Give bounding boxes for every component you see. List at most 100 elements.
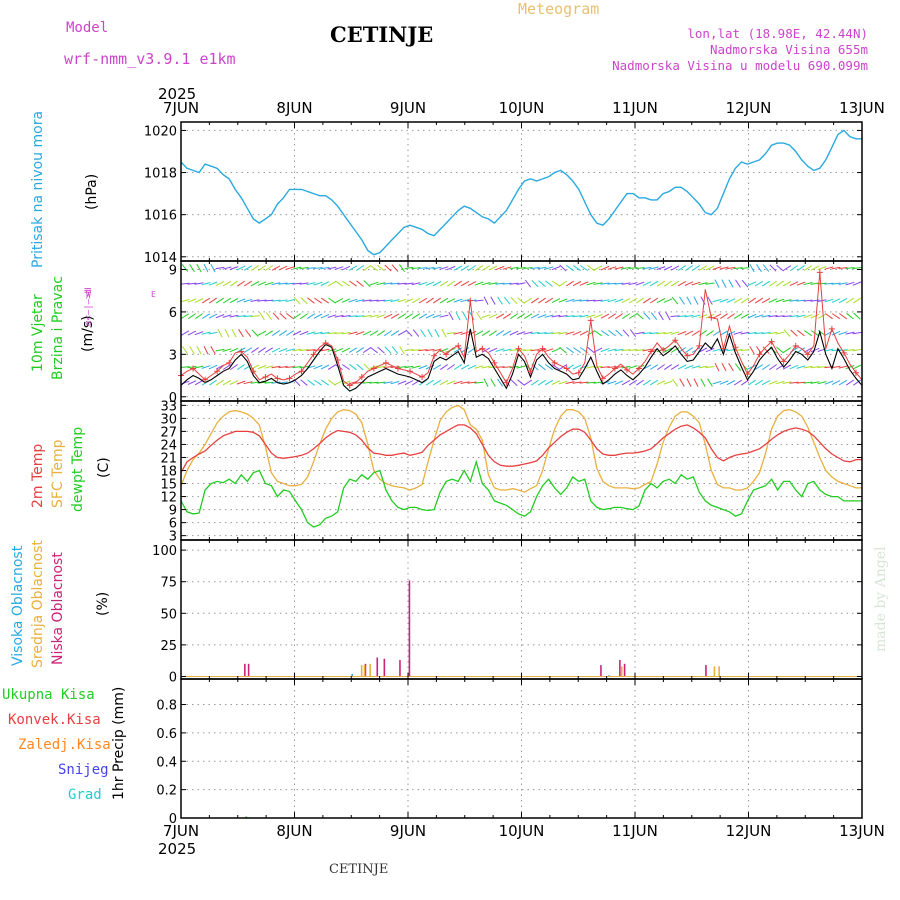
wind-arrow (314, 297, 322, 304)
x-tick-label: 13JUN (839, 822, 885, 840)
wind-arrow (747, 313, 757, 319)
wind-arrow (677, 280, 687, 287)
wind-arrow (572, 281, 582, 287)
wind-arrow (600, 282, 610, 285)
wind-arrow (551, 298, 561, 304)
wind-gust-marker (394, 365, 401, 372)
wind-arrow (741, 279, 749, 288)
wind-gust-marker (696, 342, 703, 349)
wind-arrow (663, 380, 673, 385)
wind-arrow (404, 365, 414, 369)
wind-arrow (649, 364, 659, 370)
wind-arrow (481, 314, 491, 318)
wind-arrow (377, 346, 385, 354)
wind-arrow (460, 299, 470, 303)
wind-arrow (362, 381, 372, 384)
wind-arrow (236, 265, 246, 271)
wind-arrow (622, 329, 630, 337)
wind-arrow (775, 331, 785, 335)
wind-arrow (719, 348, 729, 352)
wind-arrow (748, 379, 756, 386)
wind-arrow (411, 282, 421, 286)
wind-arrow (734, 363, 742, 372)
wind-arrow (580, 265, 588, 272)
wind-arrow (768, 380, 778, 385)
wind-gust-marker (840, 349, 847, 356)
wind-gust-marker (599, 375, 606, 382)
wind-arrow (404, 298, 414, 303)
wind-arrow (670, 364, 680, 370)
wind-arrow (740, 313, 750, 319)
wind-arrow (685, 347, 693, 354)
wind-arrow (544, 332, 554, 335)
wind-arrow (537, 266, 547, 270)
wind-arrow (503, 296, 511, 305)
wind-arrow (238, 329, 244, 338)
wind-arrow (789, 364, 799, 370)
wind-arrow (705, 313, 715, 319)
wind-arrow (735, 279, 741, 288)
wind-arrow (789, 281, 799, 287)
wind-arrow (327, 314, 337, 318)
wind-arrow (355, 315, 365, 318)
wind-gust-marker (732, 344, 739, 351)
y-tick-label: 1018 (144, 167, 177, 182)
wind-arrow (390, 330, 400, 337)
wind-arrow (376, 381, 386, 384)
wind-arrow (749, 263, 755, 273)
wind-arrow (810, 381, 820, 384)
wind-arrow (572, 364, 582, 370)
wind-arrow (628, 379, 638, 386)
wind-arrow (370, 346, 378, 354)
wind-arrow (208, 331, 218, 335)
wind-arrow (425, 281, 435, 286)
wind-arrow (719, 330, 729, 336)
wind-gust-marker (407, 368, 414, 375)
wind-arrow (530, 349, 540, 352)
wind-arrow (607, 266, 617, 270)
wind-arrow (510, 379, 518, 387)
wind-gust-marker (551, 359, 558, 366)
wind-arrow (761, 280, 771, 287)
wind-arrow (418, 313, 428, 319)
wind-arrow (670, 265, 680, 271)
wind-arrow (348, 347, 358, 353)
wind-arrow (299, 282, 309, 285)
wind-arrow (712, 313, 722, 319)
wind-arrow (285, 330, 295, 336)
wind-arrow (362, 314, 372, 318)
wind-arrow (768, 331, 778, 335)
wind-arrow (496, 378, 504, 387)
wind-arrow (782, 280, 792, 287)
wind-arrow (341, 347, 351, 353)
wind-arrow (509, 330, 519, 336)
wind-gust-marker (672, 337, 679, 344)
y-tick-label: 25 (160, 639, 177, 654)
wind-arrow (490, 296, 496, 305)
wind-arrow (341, 265, 351, 271)
wind-arrow (271, 347, 281, 353)
wind-arrow (264, 299, 274, 302)
wind-arrow (656, 332, 666, 335)
wind-arrow (397, 282, 407, 285)
wind-gust-marker (527, 368, 534, 375)
wind-arrow (356, 347, 364, 354)
wind-arrow (775, 315, 785, 318)
wind-arrow (846, 312, 854, 320)
wind-gust-marker (611, 365, 618, 372)
wind-arrow (538, 297, 546, 304)
wind-arrow (404, 266, 414, 270)
wind-arrow (817, 366, 827, 368)
wind-arrow (306, 282, 316, 286)
wind-arrow (608, 330, 616, 337)
wind-arrow (749, 345, 755, 355)
wind-arrow (432, 314, 442, 319)
wind-arrow (797, 265, 805, 272)
wind-arrow (741, 379, 749, 386)
dewpt-line (180, 459, 862, 528)
wind-arrow (825, 313, 833, 320)
wind-arrow (796, 314, 806, 318)
wind-gust-marker (298, 368, 305, 375)
model-label: Model (66, 20, 109, 36)
wind-arrow (594, 330, 602, 337)
